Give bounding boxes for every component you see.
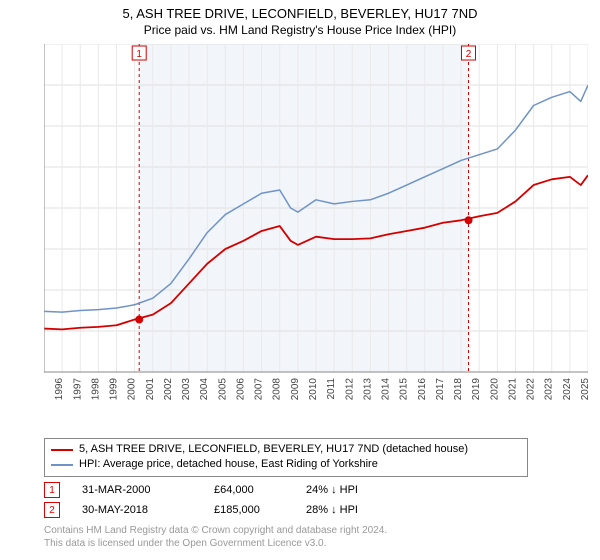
svg-text:2009: 2009	[290, 378, 301, 401]
legend: 5, ASH TREE DRIVE, LECONFIELD, BEVERLEY,…	[44, 438, 528, 477]
svg-text:1998: 1998	[90, 378, 101, 401]
chart-title: 5, ASH TREE DRIVE, LECONFIELD, BEVERLEY,…	[0, 6, 600, 21]
svg-text:2012: 2012	[344, 378, 355, 401]
title-block: 5, ASH TREE DRIVE, LECONFIELD, BEVERLEY,…	[0, 0, 600, 37]
marker-date: 31-MAR-2000	[82, 484, 192, 496]
sale-marker-row: 1 31-MAR-2000 £64,000 24% ↓ HPI	[44, 482, 396, 498]
svg-text:2022: 2022	[526, 378, 537, 401]
marker-badge: 2	[44, 502, 60, 518]
svg-text:2003: 2003	[181, 378, 192, 401]
legend-swatch	[51, 464, 73, 466]
sale-markers-table: 1 31-MAR-2000 £64,000 24% ↓ HPI 2 30-MAY…	[44, 478, 396, 518]
svg-text:2014: 2014	[381, 378, 392, 401]
svg-text:2016: 2016	[417, 378, 428, 401]
svg-text:2017: 2017	[435, 378, 446, 401]
legend-label: HPI: Average price, detached house, East…	[79, 457, 378, 472]
marker-badge: 1	[44, 482, 60, 498]
marker-date: 30-MAY-2018	[82, 504, 192, 516]
svg-text:2018: 2018	[453, 378, 464, 401]
legend-item: 5, ASH TREE DRIVE, LECONFIELD, BEVERLEY,…	[51, 442, 521, 457]
svg-text:2013: 2013	[362, 378, 373, 401]
svg-text:2024: 2024	[562, 378, 573, 401]
line-chart: £0£50K£100K£150K£200K£250K£300K£350K£400…	[44, 44, 588, 404]
chart-container: 5, ASH TREE DRIVE, LECONFIELD, BEVERLEY,…	[0, 0, 600, 560]
svg-text:2011: 2011	[326, 378, 337, 400]
svg-text:2004: 2004	[199, 378, 210, 401]
svg-text:2001: 2001	[145, 378, 156, 401]
legend-swatch	[51, 449, 73, 451]
marker-pct: 24% ↓ HPI	[306, 484, 396, 496]
svg-text:1996: 1996	[54, 378, 65, 401]
footnote-line: Contains HM Land Registry data © Crown c…	[44, 524, 387, 537]
svg-text:1997: 1997	[72, 378, 83, 401]
marker-price: £64,000	[214, 484, 284, 496]
svg-text:2000: 2000	[127, 378, 138, 401]
chart-subtitle: Price paid vs. HM Land Registry's House …	[0, 23, 600, 37]
footnote: Contains HM Land Registry data © Crown c…	[44, 524, 387, 550]
svg-text:2020: 2020	[489, 378, 500, 401]
legend-label: 5, ASH TREE DRIVE, LECONFIELD, BEVERLEY,…	[79, 442, 468, 457]
svg-text:2023: 2023	[544, 378, 555, 401]
svg-text:2019: 2019	[471, 378, 482, 401]
svg-text:2006: 2006	[235, 378, 246, 401]
svg-text:2005: 2005	[217, 378, 228, 401]
marker-price: £185,000	[214, 504, 284, 516]
svg-text:2008: 2008	[272, 378, 283, 401]
svg-text:2007: 2007	[254, 378, 265, 401]
svg-text:2015: 2015	[399, 378, 410, 401]
sale-marker-row: 2 30-MAY-2018 £185,000 28% ↓ HPI	[44, 502, 396, 518]
legend-item: HPI: Average price, detached house, East…	[51, 457, 521, 472]
svg-text:2021: 2021	[507, 378, 518, 401]
svg-text:2025: 2025	[580, 378, 588, 401]
svg-text:2010: 2010	[308, 378, 319, 401]
svg-text:1: 1	[136, 49, 142, 60]
svg-text:2002: 2002	[163, 378, 174, 401]
svg-text:1995: 1995	[44, 378, 47, 401]
svg-text:1999: 1999	[109, 378, 120, 401]
marker-pct: 28% ↓ HPI	[306, 504, 396, 516]
svg-text:2: 2	[466, 49, 472, 60]
footnote-line: This data is licensed under the Open Gov…	[44, 537, 387, 550]
chart-area: £0£50K£100K£150K£200K£250K£300K£350K£400…	[44, 44, 588, 404]
